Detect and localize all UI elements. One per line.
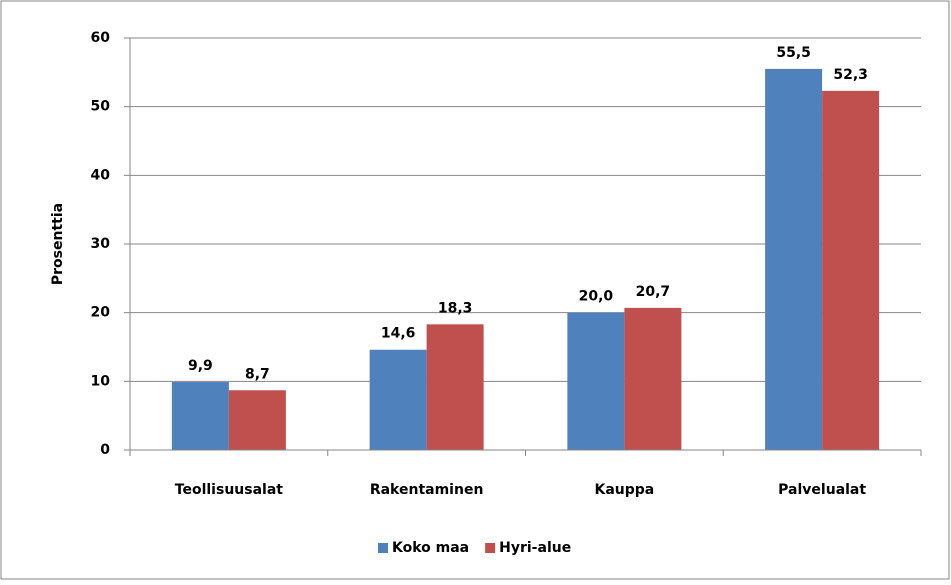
bar [567,312,625,450]
y-tick-label: 0 [100,442,110,458]
value-label: 8,7 [245,366,270,382]
legend-label: Koko maa [392,540,469,556]
value-label: 55,5 [776,45,811,61]
bar [369,349,427,450]
x-tick-label: Teollisuusalat [175,482,283,498]
value-label: 52,3 [833,67,868,83]
x-tick-label: Rakentaminen [370,482,484,498]
y-tick-label: 10 [91,373,111,389]
x-tick-label: Kauppa [594,482,654,498]
value-label: 20,0 [579,289,614,305]
bar [822,90,880,450]
legend-swatch [485,543,496,553]
y-tick-label: 20 [91,305,111,321]
x-tick-label: Palvelualat [778,482,866,498]
value-label: 14,6 [381,326,416,342]
y-tick-label: 40 [91,167,111,183]
bar [171,382,229,450]
y-tick-label: 30 [91,236,111,252]
bar [228,390,286,450]
value-label: 20,7 [636,284,671,300]
y-tick-label: 50 [91,99,111,115]
bar [624,307,682,450]
value-label: 9,9 [188,358,213,374]
legend-swatch [378,543,388,553]
legend-label: Hyri-alue [499,540,571,556]
value-label: 18,3 [438,300,473,316]
bar [426,324,484,450]
y-axis-title: Prosenttia [50,203,66,285]
y-tick-label: 60 [91,30,111,46]
bar [765,68,823,451]
